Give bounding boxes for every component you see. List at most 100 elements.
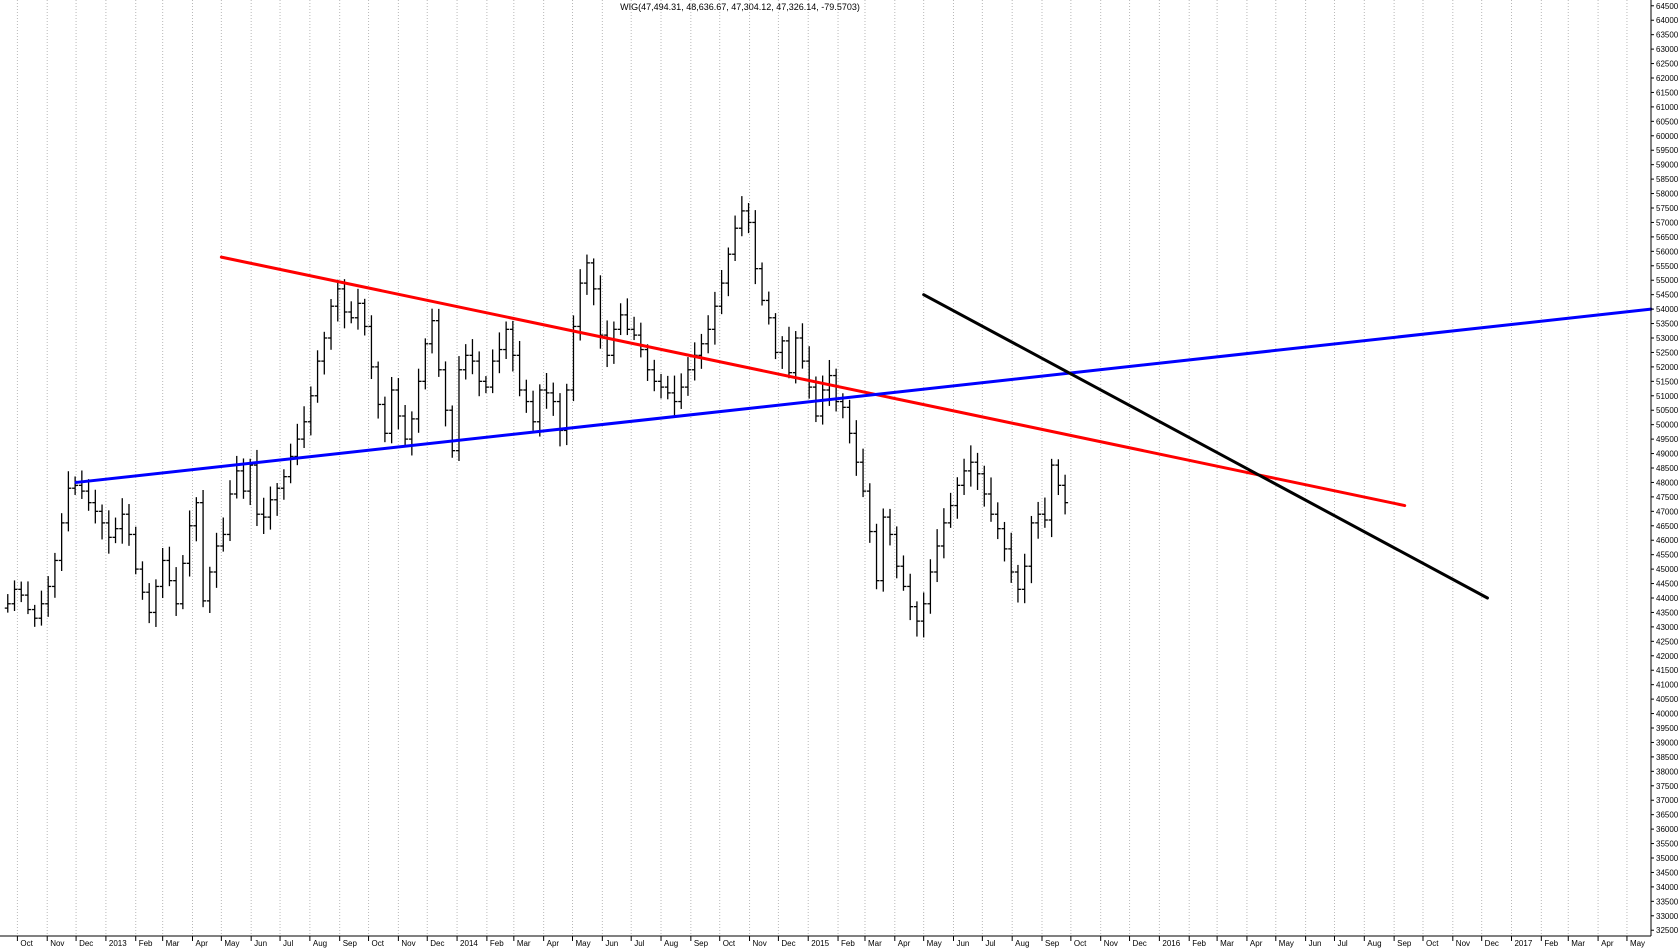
- x-tick-label: Mar: [868, 939, 882, 948]
- ohlc-bar: [792, 331, 799, 384]
- y-tick-label: 49500: [1656, 435, 1679, 444]
- x-tick-label: Jul: [634, 939, 644, 948]
- ohlc-bar: [536, 384, 543, 437]
- ohlc-bar: [105, 510, 112, 554]
- ohlc-bar: [449, 405, 456, 458]
- y-tick-label: 47500: [1656, 493, 1679, 502]
- y-tick-label: 38500: [1656, 753, 1679, 762]
- y-tick-label: 49000: [1656, 450, 1679, 459]
- ohlc-bar: [482, 376, 489, 394]
- x-tick-label: Feb: [490, 939, 504, 948]
- ohlc-bar: [18, 581, 25, 603]
- ohlc-bar: [961, 458, 968, 495]
- ohlc-bar: [1008, 532, 1015, 583]
- x-tick-label: Dec: [430, 939, 444, 948]
- ohlc-bar: [220, 517, 227, 552]
- x-tick-label: 2017: [1514, 939, 1532, 948]
- x-tick-label: Jul: [985, 939, 995, 948]
- x-tick-label: Apr: [898, 939, 911, 948]
- trendlines: [74, 255, 1653, 600]
- x-tick-label: Apr: [1601, 939, 1614, 948]
- y-tick-label: 34000: [1656, 883, 1679, 892]
- x-tick-label: May: [576, 939, 591, 948]
- y-tick-label: 45500: [1656, 551, 1679, 560]
- ohlc-bar: [408, 411, 415, 456]
- x-tick-label: May: [927, 939, 942, 948]
- ohlc-bar: [206, 566, 213, 614]
- ohlc-bar: [1062, 474, 1069, 515]
- x-tick-label: Jul: [283, 939, 293, 948]
- x-tick-label: Sep: [1397, 939, 1412, 948]
- ohlc-bar: [442, 361, 449, 427]
- y-tick-label: 58500: [1656, 175, 1679, 184]
- ohlc-bar: [940, 508, 947, 559]
- x-tick-label: Jun: [254, 939, 267, 948]
- ohlc-bar: [509, 320, 516, 372]
- ohlc-bar: [886, 508, 893, 546]
- y-tick-label: 51000: [1656, 392, 1679, 401]
- x-tick-label: May: [1630, 939, 1645, 948]
- y-tick-label: 33000: [1656, 912, 1679, 921]
- y-tick-label: 54500: [1656, 291, 1679, 300]
- ohlc-bar: [711, 291, 718, 345]
- ohlc-bar: [523, 379, 530, 413]
- ohlc-bar: [31, 604, 38, 627]
- ohlc-bar: [637, 322, 644, 358]
- ohlc-bar: [516, 340, 523, 397]
- ohlc-bar: [92, 489, 99, 524]
- x-tick-label: 2016: [1162, 939, 1180, 948]
- ohlc-bar: [186, 510, 193, 577]
- y-tick-label: 56000: [1656, 247, 1679, 256]
- ohlc-bar: [691, 342, 698, 381]
- ohlc-bar: [846, 399, 853, 444]
- ohlc-bar: [301, 406, 308, 449]
- ohlc-bar: [577, 269, 584, 341]
- vertical-gridlines: [16, 0, 1628, 936]
- y-tick-label: 50500: [1656, 406, 1679, 415]
- x-tick-label: Feb: [1192, 939, 1206, 948]
- ohlc-bar: [274, 483, 281, 516]
- ohlc-bar: [799, 323, 806, 369]
- ohlc-bar: [159, 548, 166, 599]
- chart-title: WIG(47,494.31, 48,636.67, 47,304.12, 47,…: [620, 2, 860, 12]
- x-tick-label: Jul: [1337, 939, 1347, 948]
- ohlc-bar: [429, 308, 436, 354]
- ohlc-bar: [1001, 521, 1008, 562]
- ohlc-bar: [759, 262, 766, 306]
- ohlc-bar: [173, 567, 180, 616]
- ohlc-bar: [395, 378, 402, 430]
- ohlc-bar: [880, 508, 887, 592]
- y-tick-label: 63000: [1656, 45, 1679, 54]
- y-tick-label: 35500: [1656, 840, 1679, 849]
- x-tick-label: Feb: [139, 939, 153, 948]
- ohlc-bar: [503, 321, 510, 360]
- ohlc-bar: [260, 497, 267, 534]
- ohlc-bar: [361, 298, 368, 336]
- ohlc-bar: [11, 580, 18, 611]
- ohlc-bar: [866, 483, 873, 543]
- y-tick-label: 61000: [1656, 103, 1679, 112]
- ohlc-bar: [233, 455, 240, 499]
- ohlc-bar: [860, 448, 867, 498]
- y-tick-label: 57500: [1656, 204, 1679, 213]
- ohlc-bar: [947, 492, 954, 528]
- ohlc-bar: [913, 601, 920, 637]
- x-tick-label: Jun: [956, 939, 969, 948]
- x-tick-label: Mar: [166, 939, 180, 948]
- x-tick-label: Nov: [1456, 939, 1470, 948]
- x-tick-label: Nov: [1104, 939, 1118, 948]
- ohlc-bar: [900, 555, 907, 591]
- x-axis-ticks: Oct Nov Dec 2013 Feb Mar Apr May Jun Jul Aug Sep Oct…: [16, 936, 1645, 948]
- y-tick-label: 63500: [1656, 31, 1679, 40]
- x-tick-label: Sep: [694, 939, 709, 948]
- y-tick-label: 46000: [1656, 536, 1679, 545]
- x-tick-label: Sep: [343, 939, 358, 948]
- ohlc-bar: [334, 279, 341, 322]
- y-tick-label: 59500: [1656, 146, 1679, 155]
- ohlc-bar: [496, 332, 503, 374]
- ohlc-bar: [213, 532, 220, 588]
- x-tick-label: 2015: [811, 939, 829, 948]
- ohlc-bar: [610, 321, 617, 364]
- y-tick-label: 34500: [1656, 868, 1679, 877]
- ohlc-bar: [658, 373, 665, 399]
